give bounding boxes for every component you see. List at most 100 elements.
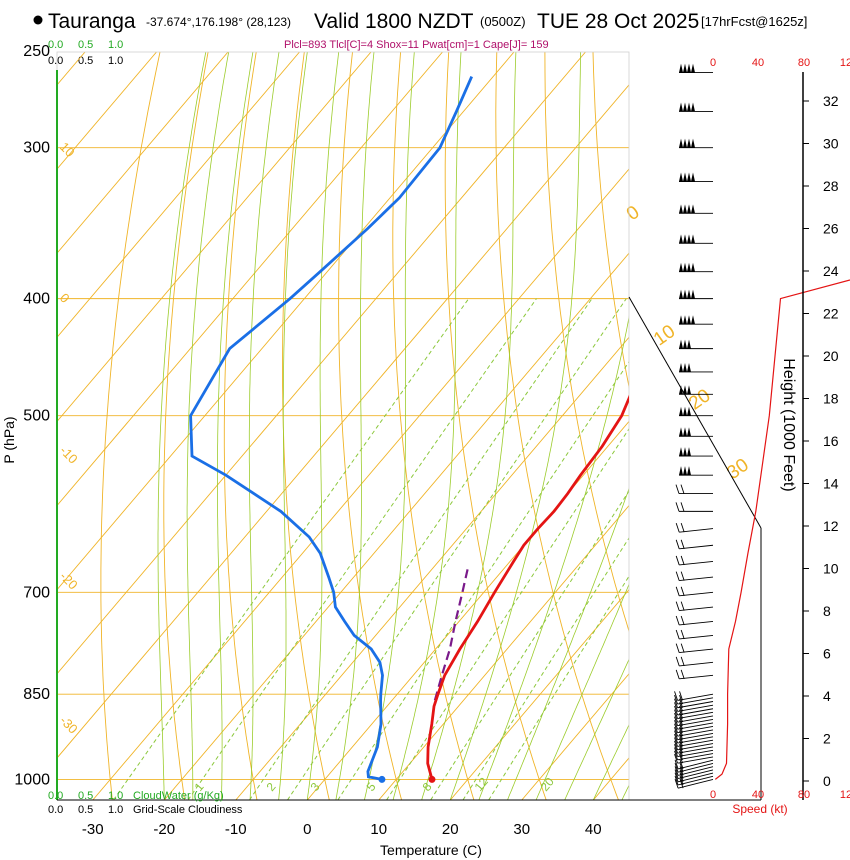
wind-barb-780 bbox=[675, 643, 714, 654]
isotherm-10 bbox=[378, 504, 629, 800]
dewpoint-line bbox=[189, 76, 473, 781]
wind-barb-480 bbox=[679, 385, 713, 395]
wind-barb-560 bbox=[679, 466, 713, 476]
pressure-tick-1000: 1000 bbox=[14, 771, 50, 788]
moist-adiabat--20 bbox=[157, 52, 207, 800]
isotherm--70 bbox=[57, 52, 443, 507]
moist-adiabat-32 bbox=[535, 583, 629, 800]
cloud-water-tick-bottom-0: 0.0 bbox=[48, 790, 63, 802]
moist-adiabat--4 bbox=[278, 52, 308, 800]
moist-adiabat-28 bbox=[507, 487, 629, 800]
temperature-tick-30: 30 bbox=[513, 821, 530, 838]
isotherm--40 bbox=[57, 84, 629, 759]
isotherm--60 bbox=[57, 52, 515, 591]
wind-barb-520 bbox=[679, 427, 713, 437]
moist-adiabat-16 bbox=[421, 52, 517, 800]
pressure-tick-500: 500 bbox=[23, 408, 50, 425]
isotherm-label-10: 10 bbox=[57, 139, 78, 160]
mixing-ratio-8 bbox=[386, 427, 629, 800]
location-marker bbox=[33, 15, 43, 25]
isotherm-30 bbox=[521, 673, 629, 800]
wind-barb-300 bbox=[679, 138, 713, 149]
mixing-ratio-5 bbox=[337, 360, 629, 800]
cloudiness-tick-top-0: 0.0 bbox=[48, 55, 63, 67]
wind-barb-320 bbox=[679, 172, 713, 182]
moist-label-0: 0 bbox=[623, 202, 644, 225]
wind-barbs bbox=[674, 63, 714, 789]
moist-adiabat-36 bbox=[564, 658, 629, 800]
pressure-tick-400: 400 bbox=[23, 291, 50, 308]
cloud-water-tick-top-0: 0.0 bbox=[48, 39, 63, 51]
moist-adiabat-24 bbox=[478, 315, 629, 800]
speed-tick-bottom-40: 40 bbox=[752, 789, 764, 801]
dry-adiabat-40 bbox=[495, 52, 619, 800]
mixing-label-5: 5 bbox=[364, 780, 379, 794]
valid-date: TUE 28 Oct 2025 bbox=[537, 10, 699, 33]
isotherm-label-minus-30: -30 bbox=[57, 713, 81, 737]
isotherm-label-0: 0 bbox=[57, 290, 73, 306]
isotherm-20 bbox=[449, 589, 629, 800]
dry-adiabat-110 bbox=[834, 52, 850, 800]
wind-barb-340 bbox=[679, 204, 713, 214]
cloud-water-tick-top-2: 1.0 bbox=[108, 39, 123, 51]
isotherm-40 bbox=[592, 757, 629, 800]
isotherm--80 bbox=[57, 52, 372, 423]
pressure-tick-700: 700 bbox=[23, 584, 50, 601]
wind-speed-line bbox=[714, 279, 850, 780]
moist-adiabat--12 bbox=[217, 52, 254, 800]
cloud-water-tick-bottom-2: 1.0 bbox=[108, 790, 123, 802]
isotherm--20 bbox=[163, 252, 629, 800]
wind-barb-260 bbox=[679, 63, 713, 74]
height-axis-label: Height (1000 Feet) bbox=[780, 358, 797, 491]
height-tick-24: 24 bbox=[823, 263, 839, 279]
height-tick-20: 20 bbox=[823, 348, 839, 364]
height-tick-22: 22 bbox=[823, 306, 839, 322]
pressure-tick-250: 250 bbox=[23, 43, 50, 60]
dry-adiabat-50 bbox=[544, 52, 629, 633]
mixing-ratio-0.4 bbox=[113, 298, 470, 800]
height-tick-4: 4 bbox=[823, 688, 831, 704]
mixing-ratio-16 bbox=[462, 537, 629, 800]
mixing-ratio-lines bbox=[113, 298, 629, 800]
temperature-tick-40: 40 bbox=[585, 821, 602, 838]
pressure-tick-850: 850 bbox=[23, 686, 50, 703]
moist-adiabat-8 bbox=[364, 52, 415, 800]
isotherm--50 bbox=[57, 52, 586, 675]
wind-barb-660 bbox=[675, 555, 714, 566]
mixing-ratio-2 bbox=[249, 298, 593, 800]
wind-barb-540 bbox=[679, 447, 713, 457]
wind-barb-740 bbox=[675, 615, 714, 626]
mixing-ratio-3 bbox=[287, 298, 627, 800]
moist-adiabat--8 bbox=[248, 52, 280, 800]
height-tick-30: 30 bbox=[823, 136, 839, 152]
location-name: Tauranga bbox=[48, 10, 136, 33]
mixing-ratio-20 bbox=[488, 575, 629, 800]
dry-adiabat-0 bbox=[282, 52, 330, 800]
moist-adiabat-20 bbox=[449, 52, 581, 800]
wind-barb-600 bbox=[675, 502, 713, 512]
pressure-ticks: 250 300 400 500 700 850 1000 bbox=[14, 43, 50, 788]
location-coords: -37.674°,176.198° (28,123) bbox=[146, 15, 291, 29]
isotherm--30 bbox=[92, 168, 629, 800]
wind-barb-500 bbox=[679, 406, 713, 417]
dry-adiabat-lines bbox=[100, 52, 850, 800]
dry-adiabat--10 bbox=[223, 52, 258, 800]
moist-adiabat-40 bbox=[592, 724, 629, 800]
cloud-water-label: CloudWater (g/Kg) bbox=[133, 790, 224, 802]
moist-adiabat-12 bbox=[392, 52, 462, 800]
cloudiness-tick-bottom-1: 0.5 bbox=[78, 804, 93, 816]
dry-adiabat-10 bbox=[338, 52, 403, 800]
wind-barb-580 bbox=[675, 484, 713, 495]
temperature-tick-10: 10 bbox=[370, 821, 387, 838]
moist-adiabat--16 bbox=[186, 52, 230, 800]
forecast-info: [17hrFcst@1625z] bbox=[701, 14, 807, 29]
height-tick-14: 14 bbox=[823, 476, 839, 492]
temperature-tick-20: 20 bbox=[442, 821, 459, 838]
isotherm--10 bbox=[235, 336, 629, 800]
temperature-tick--20: -20 bbox=[153, 821, 175, 838]
dry-adiabat--20 bbox=[163, 52, 209, 800]
wind-barb-380 bbox=[679, 262, 713, 273]
height-tick-10: 10 bbox=[823, 561, 839, 577]
